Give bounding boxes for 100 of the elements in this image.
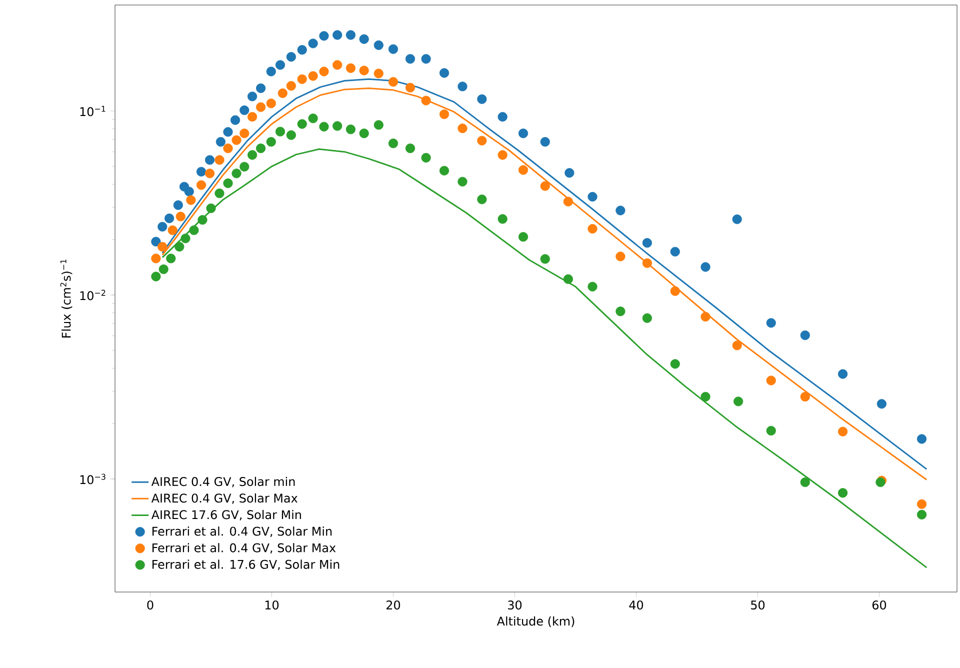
point — [346, 124, 356, 134]
point — [223, 144, 233, 154]
x-tick-label: 40 — [629, 600, 644, 610]
point — [319, 122, 329, 132]
point — [240, 105, 250, 116]
point — [642, 258, 652, 268]
point — [346, 30, 356, 40]
point — [184, 186, 194, 196]
point — [332, 60, 342, 70]
point — [319, 31, 329, 41]
point — [166, 254, 176, 264]
point — [275, 126, 286, 136]
point — [286, 81, 296, 91]
x-tick-label: 20 — [386, 600, 400, 610]
point — [186, 195, 196, 205]
point — [232, 135, 242, 145]
point — [734, 396, 744, 406]
point — [477, 194, 487, 204]
point — [216, 137, 226, 147]
point — [204, 155, 215, 165]
point — [588, 282, 598, 292]
point — [458, 176, 468, 186]
point — [540, 137, 550, 147]
point — [286, 130, 296, 140]
point — [256, 83, 266, 94]
point — [247, 150, 258, 160]
point — [766, 426, 776, 436]
point — [173, 200, 183, 210]
point — [256, 144, 266, 154]
point — [240, 128, 250, 138]
point — [616, 252, 626, 262]
point — [278, 88, 288, 98]
x-axis-title: Altitude (km) — [496, 616, 574, 628]
point — [588, 224, 598, 234]
point — [206, 203, 216, 214]
point — [247, 112, 258, 122]
point — [421, 152, 431, 163]
point — [766, 318, 776, 328]
point — [374, 68, 384, 78]
y-tick-label: 10$^{−2}$ — [80, 290, 106, 300]
point — [563, 274, 573, 284]
x-tick-label: 50 — [751, 600, 765, 610]
point — [214, 155, 224, 165]
point — [916, 434, 927, 444]
legend-label: Ferrari et al. 0.4 GV, Solar Min — [152, 526, 332, 537]
point — [405, 54, 416, 64]
y-tick-label: 10$^{−3}$ — [80, 474, 106, 484]
point — [916, 510, 927, 520]
point — [232, 168, 242, 178]
point — [477, 94, 487, 104]
point — [458, 124, 468, 134]
point — [388, 44, 398, 54]
point — [670, 246, 680, 256]
point — [198, 215, 208, 225]
point — [214, 188, 224, 198]
point — [642, 313, 652, 323]
point — [439, 109, 450, 120]
point — [838, 369, 848, 379]
point — [766, 376, 776, 386]
point — [421, 54, 431, 64]
point — [151, 272, 161, 282]
point — [266, 137, 276, 147]
point — [700, 392, 710, 402]
point — [800, 392, 810, 402]
point — [800, 330, 810, 340]
point — [275, 60, 286, 70]
point — [319, 66, 329, 76]
point — [540, 254, 550, 264]
x-tick-label: 0 — [147, 600, 154, 610]
point — [346, 63, 356, 73]
point — [332, 121, 342, 131]
y-tick-label: 10$^{−1}$ — [80, 106, 106, 116]
point — [838, 488, 848, 498]
point — [247, 92, 258, 102]
point — [518, 232, 528, 242]
point — [297, 74, 307, 84]
point — [158, 242, 168, 252]
point — [359, 128, 369, 138]
legend-label: AIREC 17.6 GV, Solar Min — [151, 510, 301, 520]
point — [670, 359, 680, 369]
point — [256, 102, 266, 112]
point — [359, 66, 369, 76]
point — [240, 162, 250, 172]
point — [518, 128, 528, 138]
point — [458, 82, 468, 92]
point — [374, 40, 384, 50]
point — [540, 181, 550, 191]
point — [563, 196, 573, 206]
point — [700, 312, 710, 322]
point — [196, 180, 206, 190]
point — [158, 222, 168, 232]
point — [876, 399, 886, 409]
point — [266, 98, 276, 108]
point — [308, 38, 318, 48]
point — [168, 225, 178, 236]
point — [439, 68, 450, 78]
point — [223, 127, 233, 137]
point — [174, 242, 184, 252]
point — [308, 114, 318, 124]
point — [616, 306, 626, 316]
